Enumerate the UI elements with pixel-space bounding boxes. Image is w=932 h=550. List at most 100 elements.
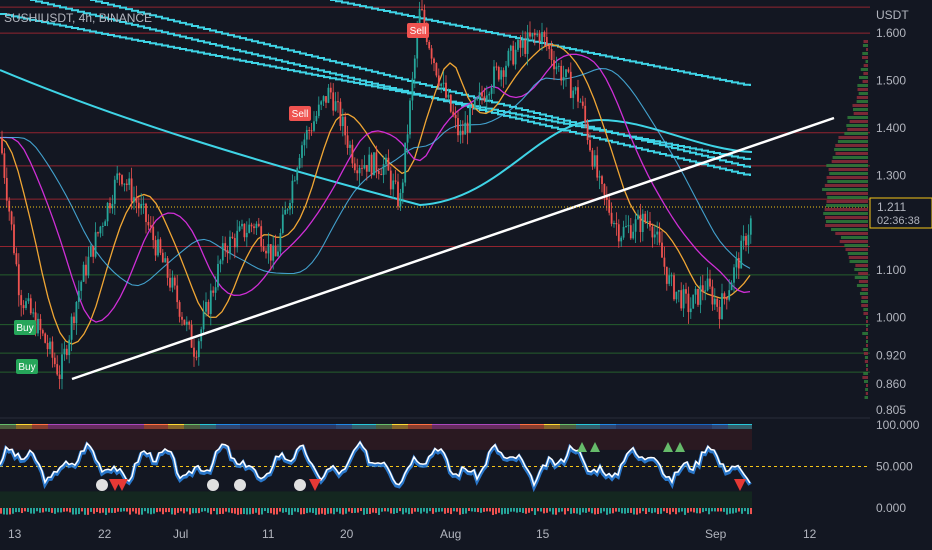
candle-body [421,8,423,10]
volume-tick [351,508,353,514]
candle-body [56,364,59,375]
volume-tick [486,508,488,512]
candle-body [135,197,138,203]
volume-tick [171,508,173,515]
volume-profile-bar [854,268,868,271]
volume-tick [360,508,362,512]
candle-body [233,238,236,248]
sell-signal-1: Sell [289,106,311,121]
volume-profile-bar [856,284,868,287]
candle-body [469,107,471,133]
candle-body [723,293,726,298]
candle-body [346,135,349,148]
candle-body [502,70,505,77]
candle-body [490,87,493,94]
volume-profile-bar [847,116,868,119]
candle-body [387,157,390,171]
candle-body [253,226,255,229]
volume-tick [357,508,359,513]
candle-body [152,226,155,241]
volume-tick [363,508,365,515]
volume-tick [225,508,227,512]
candle-body [332,92,335,111]
candle-body [629,225,632,239]
candle-body [77,290,80,302]
candle-body [742,236,745,241]
volume-profile-bar [827,196,868,199]
volume-tick [228,508,230,513]
volume-tick [450,508,452,515]
volume-profile-bar [835,232,868,235]
volume-tick [747,508,749,515]
volume-profile-bar [857,88,868,91]
volume-tick [93,508,95,514]
volume-profile-bar [839,240,868,243]
volume-tick [546,508,548,513]
candle-body [574,87,577,91]
volume-tick [717,508,719,512]
candle-body [70,316,73,340]
candle-body [454,114,457,119]
price-tick-label: 1.100 [876,263,906,277]
candle-body [53,357,56,365]
candle-body [389,170,392,190]
volume-tick [180,508,182,512]
volume-profile-bar [840,236,868,239]
volume-tick [0,508,2,514]
candle-body [140,204,143,209]
price-axis[interactable] [870,0,932,550]
volume-tick [120,508,122,512]
volume-tick [654,508,656,513]
candle-body [416,30,419,59]
volume-tick [678,508,680,513]
volume-tick [645,508,647,514]
volume-tick [312,508,314,514]
candle-body [137,202,140,209]
volume-tick [222,508,224,514]
volume-tick [78,508,80,515]
volume-tick [594,508,596,515]
volume-profile-bar [863,308,868,311]
volume-tick [84,508,86,515]
volume-tick [282,508,284,513]
volume-profile-bar [824,208,868,211]
volume-tick [381,508,383,512]
volume-tick [15,508,17,513]
volume-tick [372,508,374,513]
candle-body [351,144,354,164]
volume-tick [579,508,581,515]
volume-tick [516,508,518,513]
volume-tick [177,508,179,513]
candle-body [183,319,186,325]
candle-body [533,32,536,36]
volume-tick [30,508,32,514]
candle-body [634,219,637,232]
volume-tick [291,508,293,515]
volume-tick [543,508,545,514]
volume-tick [246,508,248,515]
volume-tick [390,508,392,514]
candle-body [377,171,380,174]
volume-profile-bar [864,396,868,399]
time-axis[interactable] [0,520,932,550]
volume-profile-bar [858,76,868,79]
candle-body [687,293,690,313]
volume-tick [591,508,593,514]
candle-body [697,288,699,305]
volume-profile-bar [831,228,868,231]
volume-profile-bar [829,172,868,175]
volume-tick [252,508,254,514]
volume-tick [528,508,530,513]
candle-body [147,221,150,226]
candle-body [80,281,83,291]
candle-body [169,277,171,288]
channel-mid-3 [0,13,751,160]
candle-body [627,225,630,227]
candle-body [329,87,332,93]
trendline[interactable] [71,116,835,381]
volume-tick [432,508,434,514]
volume-tick [264,508,266,512]
volume-tick [96,508,98,513]
candle-body [370,154,373,176]
